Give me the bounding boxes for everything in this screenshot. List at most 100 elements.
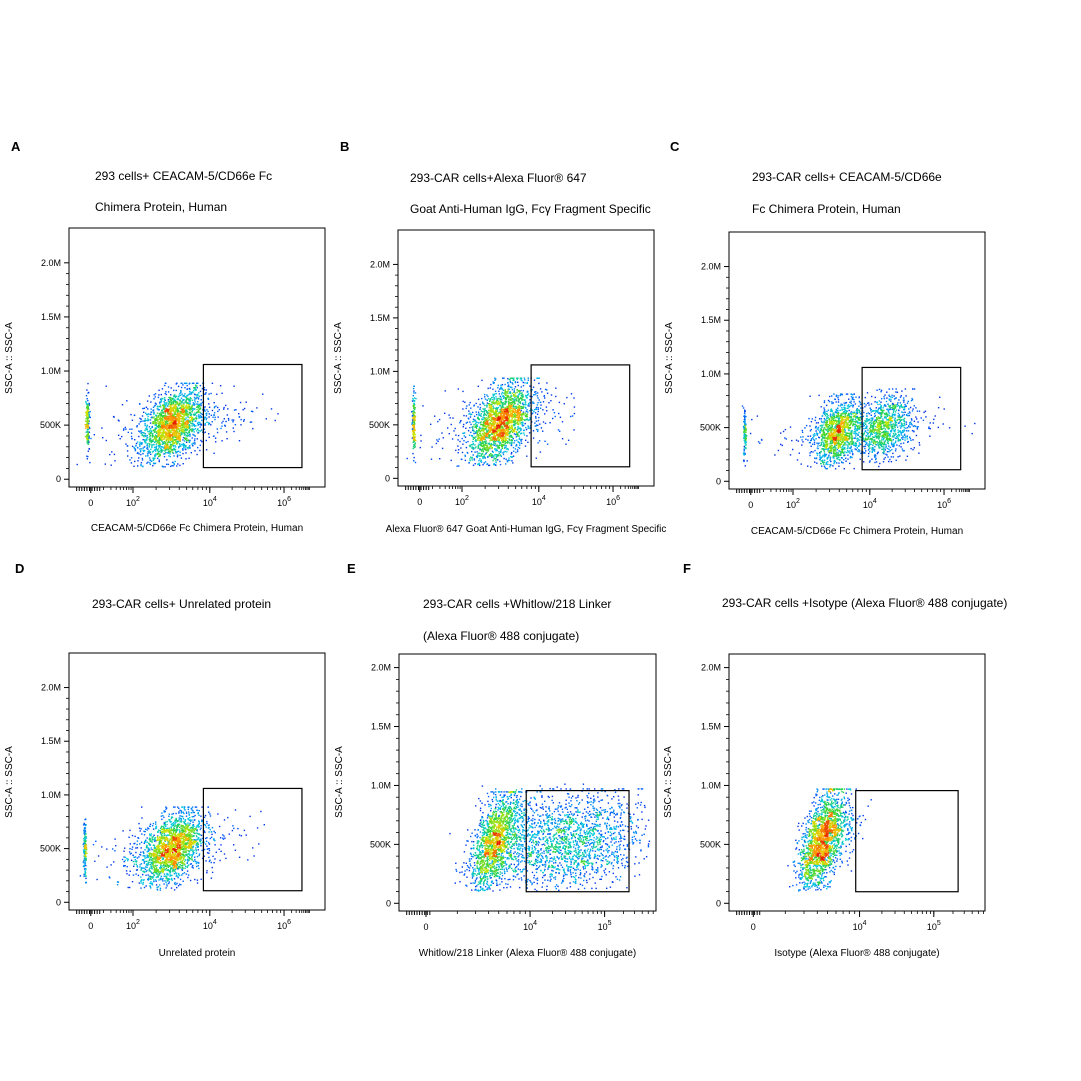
event-dot <box>482 441 484 444</box>
event-dot <box>491 409 493 411</box>
event-dot <box>169 441 171 443</box>
event-dot <box>522 385 525 387</box>
event-dot <box>516 450 519 453</box>
event-dot <box>491 401 493 403</box>
event-dot <box>465 427 467 429</box>
event-dot <box>519 427 521 429</box>
event-dot <box>430 423 432 425</box>
event-dot <box>511 408 513 410</box>
event-dot <box>503 418 506 420</box>
event-dot <box>561 421 564 423</box>
event-dot <box>545 406 548 408</box>
event-dot <box>148 445 150 447</box>
event-dot <box>505 408 507 410</box>
event-dot <box>173 429 175 432</box>
event-dot <box>532 394 535 396</box>
event-dot <box>501 408 503 411</box>
event-dot <box>495 460 497 462</box>
event-dot <box>169 399 172 401</box>
event-dot <box>489 411 492 413</box>
event-dot <box>204 409 206 411</box>
event-dot <box>189 424 191 427</box>
event-dot <box>474 444 476 446</box>
event-dot <box>482 450 484 452</box>
event-dot <box>194 412 196 414</box>
event-dot <box>85 411 87 414</box>
event-dot <box>214 406 216 408</box>
event-dot <box>516 416 518 418</box>
event-dot <box>486 435 488 437</box>
event-dot <box>522 402 524 404</box>
event-dot <box>178 428 180 430</box>
event-dot <box>155 447 157 449</box>
event-dot <box>473 420 475 422</box>
event-dot <box>457 434 460 437</box>
event-dot <box>513 450 515 452</box>
event-dot <box>223 406 225 409</box>
event-dot <box>151 434 154 436</box>
event-dot <box>151 425 153 428</box>
event-dot <box>802 436 804 438</box>
event-dot <box>512 398 514 400</box>
event-dot <box>520 377 523 379</box>
event-dot <box>485 427 488 429</box>
event-dot <box>191 399 194 401</box>
event-dot <box>121 404 124 406</box>
event-dot <box>523 419 525 421</box>
event-dot <box>194 388 196 390</box>
event-dot <box>149 437 151 440</box>
event-dot <box>521 394 524 397</box>
event-dot <box>138 430 140 432</box>
event-dot <box>506 412 508 414</box>
event-dot <box>465 415 468 417</box>
event-dot <box>187 421 189 424</box>
event-dot <box>182 463 184 465</box>
event-dot <box>184 396 187 398</box>
event-dot <box>186 435 189 437</box>
event-dot <box>413 421 415 424</box>
event-dot <box>494 436 496 438</box>
event-dot <box>518 414 521 416</box>
event-dot <box>158 460 160 463</box>
panel-title-line: Goat Anti-Human IgG, Fcγ Fragment Specif… <box>410 202 651 216</box>
event-dot <box>533 379 536 381</box>
event-dot <box>411 419 414 421</box>
x-tick-label: 0 <box>417 497 422 507</box>
event-dot <box>187 416 189 418</box>
event-dot <box>190 452 192 454</box>
event-dot <box>499 424 502 426</box>
event-dot <box>494 377 496 379</box>
event-dot <box>191 421 194 423</box>
event-dot <box>498 452 500 455</box>
event-dot <box>169 401 171 403</box>
event-dot <box>158 430 160 432</box>
event-dot <box>180 405 182 407</box>
event-dot <box>193 431 195 433</box>
event-dot <box>180 411 182 413</box>
event-dot <box>154 423 156 425</box>
event-dot <box>224 425 226 427</box>
event-dot <box>189 397 192 399</box>
event-dot <box>175 400 177 403</box>
event-dot <box>167 404 169 407</box>
event-dot <box>158 409 160 411</box>
x-tick-base: 10 <box>203 498 213 508</box>
event-dot <box>170 445 172 447</box>
event-dot <box>161 398 163 400</box>
event-dot <box>139 441 141 443</box>
event-dot <box>531 396 533 398</box>
event-dot <box>524 419 526 421</box>
event-dot <box>820 420 823 422</box>
event-dot <box>526 394 529 396</box>
event-dot <box>174 399 176 401</box>
event-dot <box>173 398 175 400</box>
event-dot <box>527 426 530 428</box>
event-dot <box>168 422 170 425</box>
event-dot <box>171 398 173 401</box>
event-dot <box>535 417 537 419</box>
event-dot <box>469 456 472 458</box>
event-dot <box>221 440 223 442</box>
x-axis-title: CEACAM-5/CD66e Fc Chimera Protein, Human <box>91 523 303 534</box>
event-dot <box>413 425 415 427</box>
event-dot <box>521 413 523 415</box>
